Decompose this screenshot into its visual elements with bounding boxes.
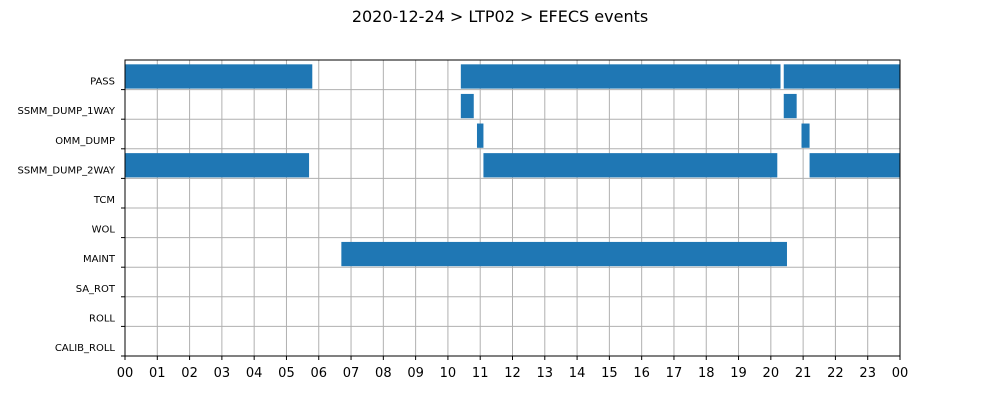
- event-bars: [125, 64, 900, 267]
- x-tick-label: 16: [633, 366, 650, 381]
- y-tick-label: PASS: [90, 77, 115, 88]
- x-tick-label: 03: [214, 366, 231, 381]
- x-tick-label: 01: [149, 366, 166, 381]
- y-tick-label: OMM_DUMP: [55, 136, 115, 147]
- event-bar-pass: [460, 64, 781, 89]
- event-bar-pass: [125, 64, 313, 89]
- x-tick-label: 14: [569, 366, 586, 381]
- x-tick-label: 04: [246, 366, 263, 381]
- x-tick-label: 22: [827, 366, 844, 381]
- event-bar-ssmm-dump-2way: [809, 153, 900, 178]
- x-tick-label: 18: [698, 366, 715, 381]
- event-bar-ssmm-dump-2way: [483, 153, 778, 178]
- y-axis: PASS SSMM_DUMP_1WAY OMM_DUMP SSMM_DUMP_2WAY…: [17, 77, 125, 357]
- event-bar-maint: [341, 241, 787, 267]
- x-tick-label: 20: [763, 366, 780, 381]
- y-tick-label: ROLL: [89, 313, 115, 324]
- x-tick-label: 09: [407, 366, 424, 381]
- y-tick-label: SSMM_DUMP_1WAY: [17, 106, 115, 117]
- x-tick-label: 10: [440, 366, 457, 381]
- x-axis: 00 01 02 03 04 05 06 07 08 09 10 11 12 13 14 15 16 17 18 19…: [117, 356, 909, 381]
- x-tick-label: 15: [601, 366, 618, 381]
- chart-title: 2020-12-24 > LTP02 > EFECS events: [352, 7, 648, 26]
- event-bar-pass: [783, 64, 900, 89]
- x-tick-label: 13: [537, 366, 554, 381]
- x-tick-label: 17: [666, 366, 683, 381]
- x-tick-label: 08: [375, 366, 392, 381]
- y-tick-label: SA_ROT: [76, 284, 116, 295]
- x-tick-label: 00: [117, 366, 134, 381]
- x-tick-label: 11: [472, 366, 489, 381]
- event-bar-omm-dump: [801, 123, 810, 148]
- event-bar-ssmm-dump-1way: [460, 93, 474, 119]
- x-tick-label: 23: [859, 366, 876, 381]
- y-tick-label: TCM: [93, 195, 115, 206]
- x-tick-label: 00: [892, 366, 909, 381]
- grid: [124, 60, 901, 357]
- x-tick-label: 19: [730, 366, 747, 381]
- x-tick-label: 21: [795, 366, 812, 381]
- y-tick-label: WOL: [92, 225, 116, 236]
- y-tick-label: CALIB_ROLL: [55, 343, 116, 354]
- x-tick-label: 07: [343, 366, 360, 381]
- y-tick-label: MAINT: [83, 254, 116, 265]
- x-tick-label: 02: [181, 366, 198, 381]
- y-tick-label: SSMM_DUMP_2WAY: [17, 165, 115, 176]
- event-bar-ssmm-dump-2way: [125, 153, 310, 178]
- event-bar-ssmm-dump-1way: [783, 93, 797, 119]
- x-tick-label: 12: [504, 366, 521, 381]
- x-tick-label: 05: [278, 366, 295, 381]
- event-bar-omm-dump: [476, 123, 484, 148]
- x-tick-label: 06: [310, 366, 327, 381]
